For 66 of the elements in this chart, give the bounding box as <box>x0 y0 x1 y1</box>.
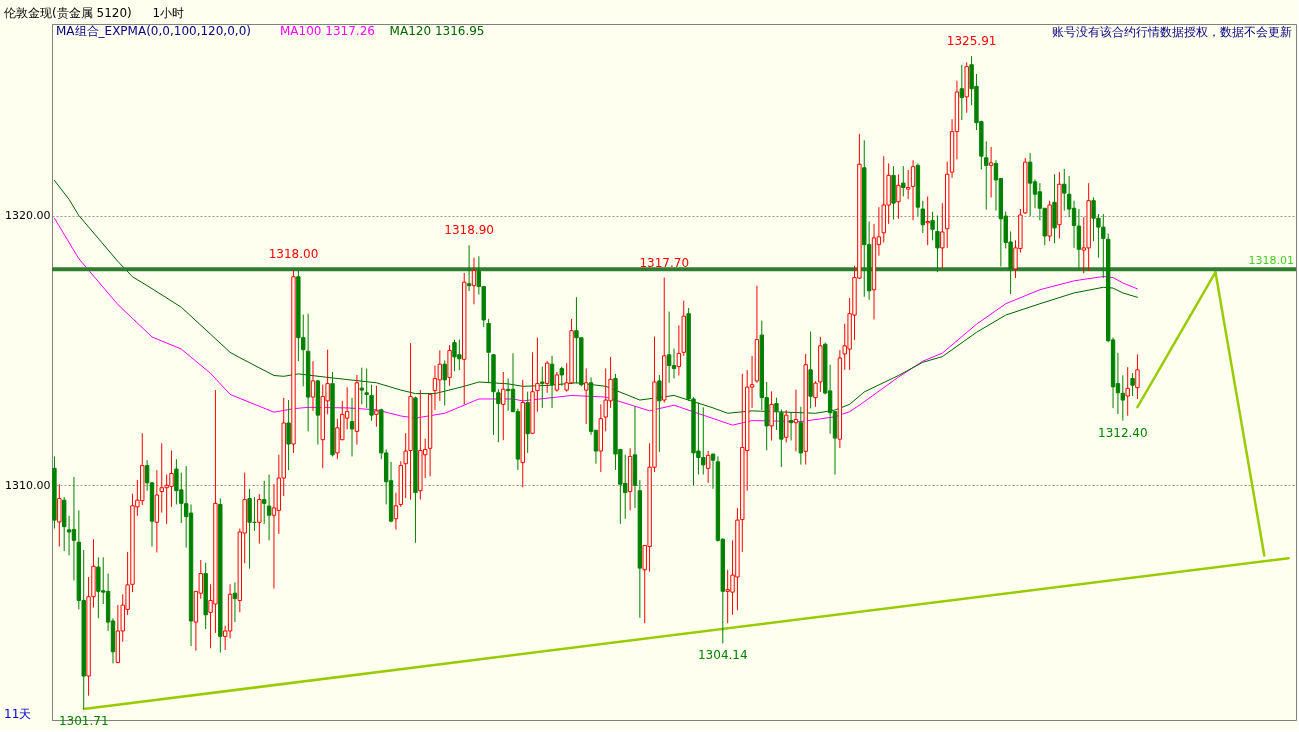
candlestick <box>1130 372 1135 397</box>
candlestick <box>930 211 935 241</box>
candlestick <box>959 64 965 121</box>
candlestick <box>374 385 379 428</box>
line-series <box>53 179 1138 414</box>
candlestick <box>671 348 677 379</box>
candlestick <box>710 453 716 490</box>
candlestick <box>984 140 989 211</box>
annotation: 1325.91 <box>946 34 997 49</box>
candlestick <box>910 159 916 221</box>
candlestick <box>369 384 374 422</box>
annotation: 1318.90 <box>444 223 494 238</box>
candlestick <box>935 215 940 273</box>
candlestick <box>257 493 262 545</box>
candlestick <box>364 367 369 409</box>
ref-line-label: 1318.01 <box>1248 254 1294 268</box>
candlestick <box>266 474 272 541</box>
annotation: 1317.70 <box>639 255 690 270</box>
candlestick <box>705 450 711 484</box>
candlestick <box>57 483 62 548</box>
candlestick <box>544 360 550 394</box>
candlestick <box>1062 168 1067 212</box>
candlestick <box>925 195 930 246</box>
candlestick <box>540 366 545 409</box>
candlestick <box>471 257 477 305</box>
annotation: 账号没有该合约行情数据授权，数据不会更新 <box>1052 25 1292 39</box>
candlestick <box>466 244 472 292</box>
legend-title: MA组合_EXPMA(0,0,100,120,0,0) <box>56 24 251 38</box>
annotation: 1301.71 <box>58 713 109 728</box>
candlestick <box>774 397 779 431</box>
candlestick <box>657 374 662 453</box>
candlestick <box>901 165 906 197</box>
candlestick <box>784 409 789 443</box>
y-tick-label: 1310.00 <box>5 478 51 492</box>
candlestick <box>666 311 672 384</box>
candlestick <box>1027 152 1033 217</box>
candlestick <box>988 146 994 198</box>
candlestick <box>1135 353 1140 400</box>
candlestick <box>432 365 438 411</box>
candlestick <box>359 367 364 405</box>
text: MA120 1316.95 <box>389 24 485 38</box>
candlestick <box>554 371 560 393</box>
candlestick <box>1125 366 1130 417</box>
candlestick <box>501 371 506 441</box>
candlestick <box>583 367 589 425</box>
candlestick <box>535 337 540 413</box>
chart-subtitle: 1小时 <box>152 6 185 20</box>
candlestick <box>788 412 794 442</box>
candlestick <box>1076 208 1082 270</box>
y-tick-label: 1320.00 <box>5 209 51 223</box>
chart-title: 伦敦金现(贵金属 5120) <box>4 6 132 20</box>
text: MA100 1317.26 <box>280 24 375 38</box>
candlestick <box>286 399 291 471</box>
candlestick <box>442 359 447 406</box>
text: 11天 <box>4 707 32 721</box>
candlestick <box>559 366 564 387</box>
annotation: 1312.40 <box>1098 425 1148 440</box>
candlestick <box>896 174 901 220</box>
candlestick <box>496 388 501 443</box>
candlestick <box>349 397 355 457</box>
annotation: 1318.00 <box>268 247 319 262</box>
candlestick <box>310 360 316 412</box>
annotation: 1304.14 <box>697 648 748 663</box>
line-series <box>53 217 1138 426</box>
candlestick <box>940 202 945 270</box>
candlestick <box>769 390 774 442</box>
